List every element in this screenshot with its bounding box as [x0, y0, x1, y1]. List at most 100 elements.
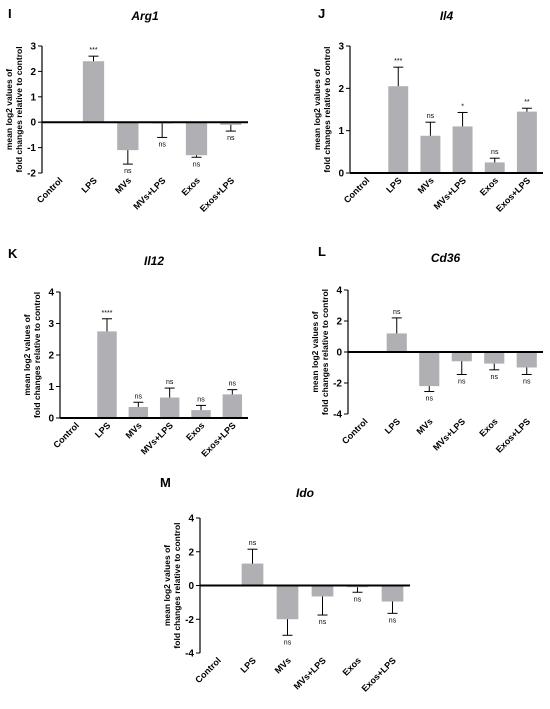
bar — [484, 352, 505, 364]
x-tick-label: Control — [193, 655, 223, 685]
significance-label: ns — [491, 374, 499, 381]
y-tick-label: -2 — [333, 379, 342, 390]
significance-label: ns — [427, 113, 435, 120]
chart-title: Arg1 — [130, 9, 159, 23]
x-tick-label: MVs+LPS — [131, 175, 167, 211]
bar — [420, 135, 441, 173]
significance-label: ns — [284, 639, 292, 646]
bar — [452, 126, 473, 173]
significance-label: ** — [524, 99, 530, 106]
x-tick-label: Exos+LPS — [198, 175, 236, 213]
bar — [82, 61, 105, 123]
y-axis-label: mean log2 values of — [310, 311, 320, 392]
significance-label: ns — [229, 381, 237, 388]
x-tick-label: Control — [342, 175, 372, 205]
significance-label: ns — [354, 596, 362, 603]
bar — [484, 162, 505, 173]
bar — [191, 410, 211, 418]
y-tick-label: -4 — [185, 649, 194, 660]
significance-label: ns — [458, 378, 466, 385]
y-tick-label: 2 — [338, 84, 344, 95]
y-axis-label: fold changes relative to control — [320, 289, 330, 415]
bar — [185, 122, 208, 156]
y-tick-label: 4 — [188, 514, 194, 525]
bar — [241, 563, 264, 586]
x-tick-label: MVs+LPS — [432, 175, 468, 211]
panel-i: I Arg1 mean log2 values of fold changes rel… — [4, 6, 248, 214]
significance-label: ns — [249, 540, 257, 547]
significance-label: ns — [491, 149, 499, 156]
panel-k: K Il12 mean log2 values of fold changes rel… — [8, 246, 248, 459]
panel-letter: M — [160, 475, 171, 490]
bar — [516, 111, 537, 173]
significance-label: *** — [89, 47, 97, 54]
y-tick-label: 2 — [48, 351, 54, 362]
x-tick-label: LPS — [79, 175, 98, 194]
x-tick-label: Exos — [184, 420, 206, 442]
chart-title: Il12 — [144, 254, 164, 268]
significance-label: **** — [102, 310, 113, 317]
y-axis-label: mean log2 values of — [22, 314, 32, 395]
bar — [97, 331, 117, 418]
y-tick-label: 2 — [336, 317, 342, 328]
y-tick-label: 1 — [48, 382, 54, 393]
y-tick-label: -1 — [27, 143, 36, 154]
significance-label: ns — [197, 396, 205, 403]
significance-label: ns — [319, 619, 327, 626]
x-tick-label: MVs+LPS — [292, 655, 328, 691]
bar — [419, 352, 440, 387]
significance-label: ns — [193, 161, 201, 168]
bar — [220, 122, 242, 125]
x-tick-label: Exos — [180, 175, 202, 197]
x-tick-label: MVs — [124, 420, 144, 440]
significance-label: ns — [158, 141, 166, 148]
panel-letter: I — [8, 6, 12, 21]
x-tick-label: Exos+LPS — [494, 416, 532, 454]
bar — [386, 333, 407, 352]
y-axis-label: fold changes relative to control — [172, 522, 182, 648]
y-tick-label: 1 — [30, 92, 36, 103]
x-tick-label: MVs — [416, 175, 436, 195]
y-tick-label: 4 — [48, 288, 54, 299]
panel-letter: L — [318, 244, 326, 259]
x-tick-label: LPS — [384, 175, 403, 194]
x-tick-label: MVs+LPS — [431, 416, 467, 452]
significance-label: ns — [523, 378, 531, 385]
significance-label: ns — [227, 135, 235, 142]
bar — [117, 122, 139, 151]
y-axis-label: fold changes relative to control — [32, 292, 42, 418]
significance-label: ns — [166, 379, 174, 386]
bar — [276, 585, 299, 620]
y-tick-label: -2 — [27, 169, 36, 180]
panel-j: J Il4 mean log2 values of fold changes rela… — [312, 6, 543, 214]
y-tick-label: 1 — [338, 126, 344, 137]
x-tick-label: MVs — [415, 416, 435, 436]
significance-label: ns — [393, 309, 401, 316]
bar — [222, 394, 243, 418]
x-tick-label: LPS — [238, 655, 257, 674]
chart-title: Cd36 — [431, 251, 461, 265]
y-tick-label: 0 — [30, 118, 36, 129]
x-tick-label: LPS — [93, 420, 112, 439]
x-tick-label: Control — [340, 416, 370, 446]
x-tick-label: Exos+LPS — [494, 175, 532, 213]
y-axis-label: mean log2 values of — [312, 69, 322, 150]
x-tick-label: MVs+LPS — [139, 420, 175, 456]
significance-label: ns — [426, 396, 434, 403]
bar — [128, 406, 149, 418]
x-tick-label: Control — [51, 420, 81, 450]
significance-label: ns — [124, 168, 132, 175]
bar — [381, 585, 404, 602]
chart-title: Il4 — [440, 9, 454, 23]
y-tick-label: 0 — [48, 414, 54, 425]
y-tick-label: 0 — [188, 581, 194, 592]
x-tick-label: Control — [35, 175, 65, 205]
x-tick-label: MVs — [273, 655, 293, 675]
significance-label: ns — [135, 393, 143, 400]
bar — [159, 397, 180, 418]
y-tick-label: 2 — [30, 67, 36, 78]
panel-letter: J — [318, 6, 325, 21]
panel-l: L Cd36 mean log2 values of fold changes rel… — [310, 244, 543, 455]
y-tick-label: 3 — [338, 42, 344, 53]
y-tick-label: 3 — [30, 42, 36, 53]
